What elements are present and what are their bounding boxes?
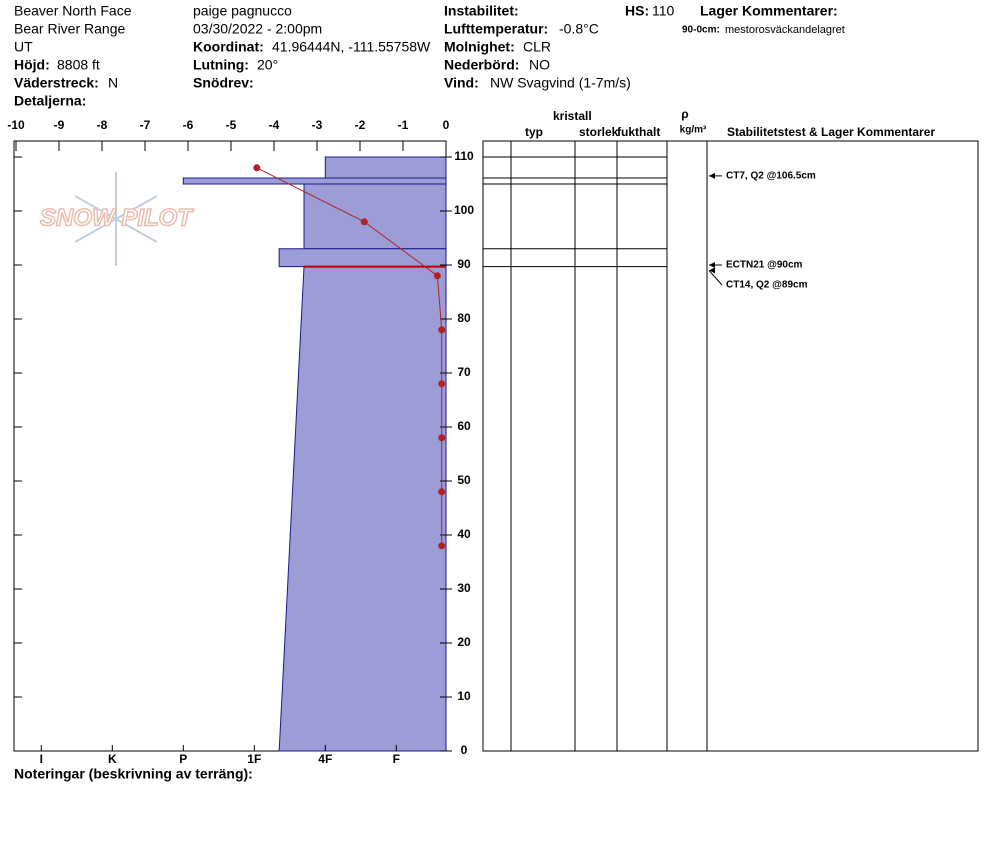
state: UT [14, 39, 33, 55]
y-tick-label: 90 [457, 257, 471, 271]
y-tick-label: 110 [454, 149, 474, 163]
temp-point [438, 326, 446, 334]
value: NO [529, 57, 550, 73]
value: NW Svagvind (1-7m/s) [490, 75, 631, 91]
hardness-label: 4F [318, 752, 332, 766]
label: HS: [625, 3, 649, 19]
location: Beaver North Face [14, 3, 132, 19]
temp-point [433, 272, 441, 280]
column-header: fukthalt [617, 125, 660, 139]
y-tick-label: 30 [457, 581, 471, 595]
x-tick-label: -9 [54, 118, 65, 132]
column-header: Stabilitetstest & Lager Kommentarer [727, 125, 935, 139]
value: -0.8°C [559, 21, 599, 37]
test-label: ECTN21 @90cm [726, 260, 803, 271]
y-tick-label: 40 [457, 527, 471, 541]
column-header: storlek [579, 125, 619, 139]
label: Vind: [444, 75, 479, 91]
hardness-label: P [179, 752, 187, 766]
x-tick-label: -10 [7, 118, 25, 132]
layer [303, 183, 447, 250]
test-label: CT7, Q2 @106.5cm [726, 171, 816, 182]
observer: paige pagnucco [193, 3, 292, 19]
y-tick-label: 80 [457, 311, 471, 325]
x-tick-label: -4 [269, 118, 280, 132]
label: Lutning: [193, 57, 249, 73]
x-tick-label: 0 [443, 118, 450, 132]
logo: SNOW PILOT [39, 172, 195, 266]
y-tick-label: 70 [457, 365, 471, 379]
range: Bear River Range [14, 21, 125, 37]
column-header: kg/m³ [680, 125, 707, 136]
value: 8808 ft [57, 57, 100, 73]
test-label: CT14, Q2 @89cm [726, 280, 808, 291]
hardness-label: F [393, 752, 400, 766]
arrow-head [709, 172, 715, 179]
snowflake [74, 172, 158, 266]
footer-notes: Noteringar (beskrivning av terräng): [14, 766, 253, 782]
layer [324, 156, 447, 179]
hardness-label: I [40, 752, 43, 766]
value: N [108, 75, 118, 91]
label: Höjd: [14, 57, 50, 73]
temp-profile [256, 167, 443, 546]
label: Lufttemperatur: [444, 21, 548, 37]
label: 90-0cm: [682, 25, 720, 36]
column-header: ρ [681, 107, 688, 121]
x-tick-label: -5 [226, 118, 237, 132]
y-tick-label: 60 [457, 419, 471, 433]
value: 20° [257, 57, 278, 73]
x-tick-label: -2 [355, 118, 366, 132]
label: Väderstreck: [14, 75, 99, 91]
column-header: kristall [553, 109, 592, 123]
temp-point [438, 488, 446, 496]
value: CLR [523, 39, 551, 55]
value: mestorosväckandelagret [725, 24, 845, 36]
column-lines [510, 141, 708, 751]
label: Instabilitet: [444, 3, 519, 19]
hardness-label: K [108, 752, 117, 766]
temp-point [253, 164, 261, 172]
temp-point [438, 434, 446, 442]
label: Koordinat: [193, 39, 264, 55]
label: Molnighet: [444, 39, 515, 55]
header: Beaver North Face Bear River Range UT Hö… [14, 3, 845, 109]
x-tick-label: -7 [140, 118, 151, 132]
datetime: 03/30/2022 - 2:00pm [193, 21, 322, 37]
arrow-head [709, 267, 715, 274]
y-tick-label: 20 [457, 635, 471, 649]
x-tick-label: -8 [97, 118, 108, 132]
y-tick-label: 10 [457, 689, 471, 703]
temp-point [438, 380, 446, 388]
y-tick-label: 100 [454, 203, 474, 217]
table-frame [482, 140, 979, 752]
temp-point [360, 218, 368, 226]
test-arrow [708, 270, 723, 286]
hardness-label: 1F [247, 752, 261, 766]
value: 41.96444N, -111.55758W [272, 39, 431, 55]
x-tick-label: -3 [312, 118, 323, 132]
y-tick-label: 50 [457, 473, 471, 487]
value: 110 [652, 3, 675, 19]
x-tick-label: -1 [398, 118, 409, 132]
logo-text: SNOW PILOT [40, 204, 194, 231]
label: Lager Kommentarer: [700, 3, 838, 19]
label: Snödrev: [193, 75, 254, 91]
label: Detaljerna: [14, 93, 86, 109]
layer [278, 266, 447, 752]
arrow-head [709, 262, 715, 268]
y-tick-label: 0 [461, 743, 468, 757]
column-header: typ [525, 125, 543, 139]
label: Nederbörd: [444, 57, 519, 73]
temp-point [438, 542, 446, 550]
x-tick-label: -6 [183, 118, 194, 132]
layer [182, 177, 447, 185]
